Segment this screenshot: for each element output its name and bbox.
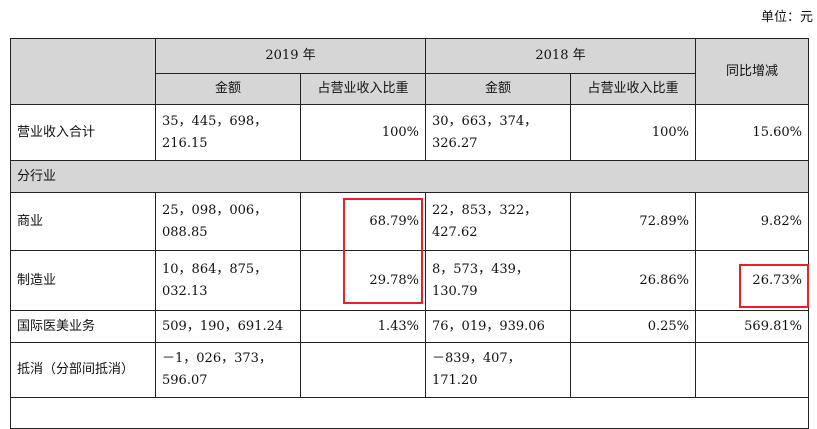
table-row: 商业 25，098，006，088.85 68.79% 22，853，322，4… (10, 192, 809, 251)
revenue-table: 2019 年 2018 年 同比增减 金额 占营业收入比重 金额 占营业收入比重… (10, 38, 809, 429)
amount-2018-cell: 30，663，374，326.27 (425, 104, 571, 161)
amount-2018-cell: 76，019，939.06 (425, 310, 571, 343)
row-label: 营业收入合计 (10, 104, 156, 161)
amount-2019-cell: 25，098，006，088.85 (155, 192, 301, 251)
header-2019: 2019 年 (155, 38, 426, 74)
header-yoy: 同比增减 (695, 38, 809, 105)
row-label: 制造业 (10, 250, 156, 311)
row-label: 抵消（分部间抵消） (10, 342, 156, 398)
ratio-2018-cell: 100% (570, 104, 696, 161)
amount-2019-cell: 10，864，875，032.13 (155, 250, 301, 311)
header-ratio-2019: 占营业收入比重 (300, 73, 426, 105)
amount-2019-cell: －1，026，373，596.07 (155, 342, 301, 398)
ratio-2019-cell: 1.43% (300, 310, 426, 343)
row-label: 国际医美业务 (10, 310, 156, 343)
yoy-cell: 9.82% (695, 192, 809, 251)
ratio-2019-cell: 29.78% (300, 250, 426, 311)
yoy-cell (695, 342, 809, 398)
empty-cell (10, 397, 809, 429)
yoy-cell: 15.60% (695, 104, 809, 161)
yoy-cell: 26.73% (695, 250, 809, 311)
header-row-sub: 金额 占营业收入比重 金额 占营业收入比重 (11, 73, 809, 105)
table-row: 制造业 10，864，875，032.13 29.78% 8，573，439，1… (10, 250, 809, 311)
header-row-years: 2019 年 2018 年 同比增减 (10, 38, 809, 105)
header-amount-2019: 金额 (155, 73, 301, 105)
row-label: 商业 (10, 192, 156, 251)
ratio-2018-cell: 72.89% (570, 192, 696, 251)
header-ratio-2018: 占营业收入比重 (570, 73, 696, 105)
amount-2018-cell: －839，407，171.20 (425, 342, 571, 398)
table-row: 营业收入合计 35，445，698，216.15 100% 30，663，374… (10, 104, 809, 161)
amount-2018-cell: 22，853，322，427.62 (425, 192, 571, 251)
ratio-2019-cell (300, 342, 426, 398)
amount-2019-cell: 35，445，698，216.15 (155, 104, 301, 161)
header-blank (10, 38, 156, 105)
header-amount-2018: 金额 (425, 73, 571, 105)
table-row: 国际医美业务 509，190，691.24 1.43% 76，019，939.0… (10, 310, 809, 343)
section-row: 分行业 (10, 160, 809, 193)
table-row-partial (10, 397, 809, 429)
unit-label: 单位：元 (760, 10, 813, 25)
ratio-2019-cell: 100% (300, 104, 426, 161)
table-row: 抵消（分部间抵消） －1，026，373，596.07 －839，407，171… (10, 342, 809, 398)
ratio-2018-cell: 0.25% (570, 310, 696, 343)
ratio-2018-cell: 26.86% (570, 250, 696, 311)
ratio-2019-cell: 68.79% (300, 192, 426, 251)
ratio-2018-cell (570, 342, 696, 398)
amount-2019-cell: 509，190，691.24 (155, 310, 301, 343)
yoy-cell: 569.81% (695, 310, 809, 343)
amount-2018-cell: 8，573，439，130.79 (425, 250, 571, 311)
header-2018: 2018 年 (425, 38, 696, 74)
section-label: 分行业 (10, 160, 809, 193)
